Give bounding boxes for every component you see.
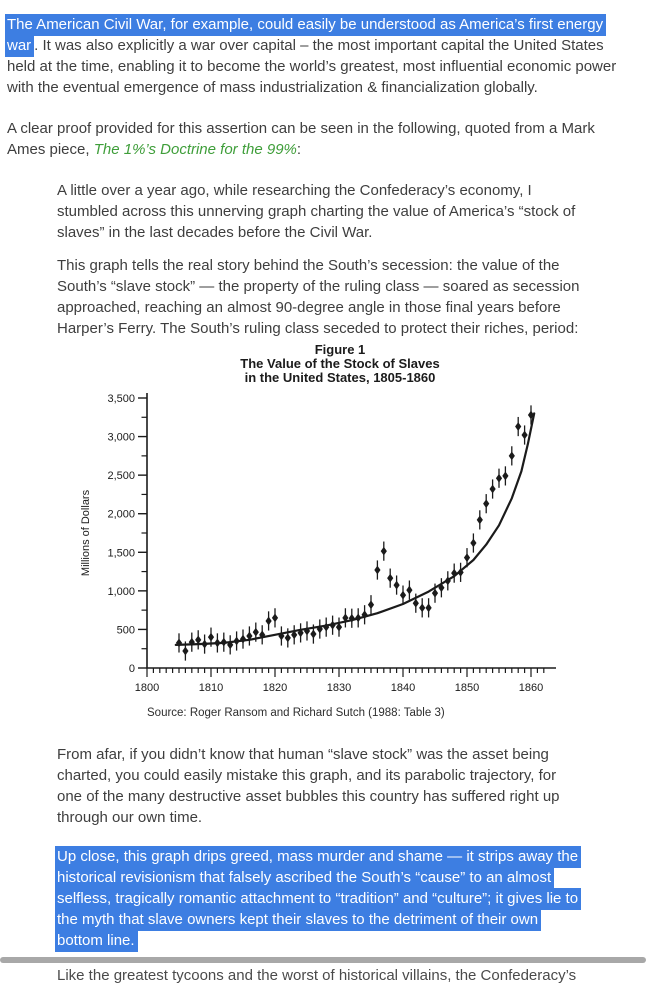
article-link[interactable]: The 1%’s Doctrine for the 99% — [93, 141, 297, 158]
svg-text:1800: 1800 — [135, 682, 159, 694]
svg-text:2,500: 2,500 — [107, 470, 135, 482]
svg-text:2,000: 2,000 — [107, 509, 135, 521]
quote-block: A little over a year ago, while research… — [55, 180, 584, 952]
svg-text:500: 500 — [117, 624, 135, 636]
svg-text:3,500: 3,500 — [107, 393, 135, 405]
svg-text:The Value of the Stock of Slav: The Value of the Stock of Slaves — [240, 356, 439, 371]
figure-chart: Figure 1 The Value of the Stock of Slaves… — [75, 341, 584, 723]
attribution-text: A clear proof provided for this assertio… — [7, 120, 595, 158]
svg-text:0: 0 — [129, 663, 135, 675]
attribution-paragraph: A clear proof provided for this assertio… — [7, 118, 632, 160]
svg-text:1840: 1840 — [391, 682, 415, 694]
svg-text:Source: Roger Ransom and Richa: Source: Roger Ransom and Richard Sutch (… — [147, 707, 445, 719]
svg-text:1820: 1820 — [263, 682, 287, 694]
svg-text:Figure 1: Figure 1 — [315, 342, 366, 357]
svg-text:in the United States, 1805-186: in the United States, 1805-1860 — [245, 370, 436, 385]
horizontal-scrollbar[interactable] — [0, 957, 646, 963]
selected-text-quote: Up close, this graph drips greed, mass m… — [55, 846, 582, 952]
svg-text:1850: 1850 — [455, 682, 479, 694]
svg-text:1830: 1830 — [327, 682, 351, 694]
intro-paragraph: The American Civil War, for example, cou… — [5, 14, 632, 98]
svg-text:1,500: 1,500 — [107, 547, 135, 559]
svg-text:1860: 1860 — [519, 682, 543, 694]
svg-text:1810: 1810 — [199, 682, 223, 694]
svg-text:Millions of Dollars: Millions of Dollars — [80, 489, 92, 576]
intro-rest-text: . It was also explicitly a war over capi… — [7, 37, 617, 96]
quote-paragraph-4: Up close, this graph drips greed, mass m… — [55, 846, 584, 952]
svg-text:1,000: 1,000 — [107, 586, 135, 598]
quote-paragraph-2: This graph tells the real story behind t… — [57, 257, 580, 337]
quote-paragraph-3: From afar, if you didn’t know that human… — [57, 746, 560, 826]
svg-text:3,000: 3,000 — [107, 432, 135, 444]
quote-paragraph-1: A little over a year ago, while research… — [57, 182, 576, 241]
attribution-colon: : — [296, 141, 302, 158]
clipped-paragraph: Like the greatest tycoons and the worst … — [57, 967, 577, 984]
